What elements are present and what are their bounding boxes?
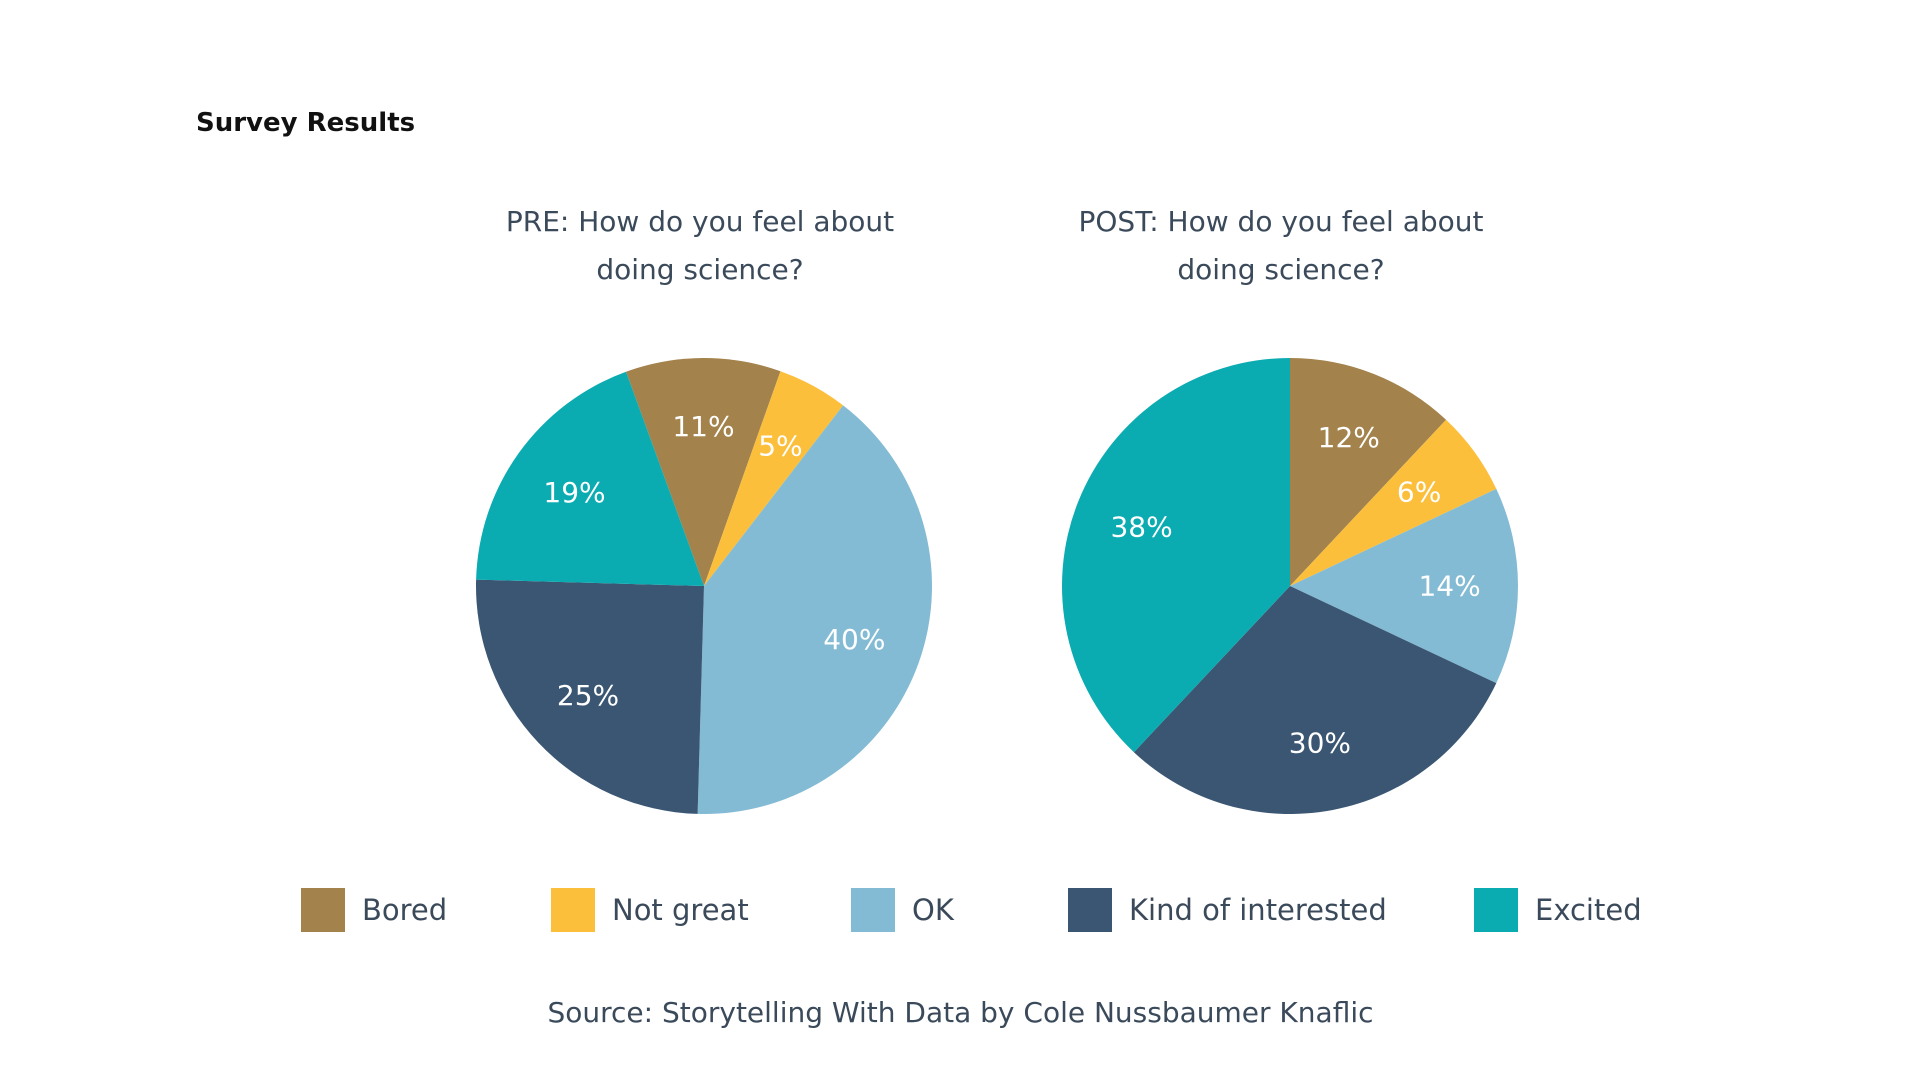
source-note: Source: Storytelling With Data by Cole N… — [547, 996, 1374, 1029]
legend-label-kind-of-interested: Kind of interested — [1129, 893, 1387, 927]
pre-slice-not-great — [704, 371, 844, 586]
legend-label-bored: Bored — [362, 893, 448, 927]
post-label-not-great: 6% — [1397, 476, 1441, 509]
pre-chart-title-line-2: doing science? — [596, 253, 804, 286]
pre-slice-excited — [476, 371, 704, 586]
legend-swatch-bored — [301, 888, 345, 932]
post-chart-title: POST: How do you feel about doing scienc… — [1021, 198, 1541, 294]
pre-label-excited: 19% — [543, 476, 605, 509]
pre-chart-title: PRE: How do you feel about doing science… — [440, 198, 960, 294]
legend-swatch-excited — [1474, 888, 1518, 932]
post-slice-ok — [1290, 488, 1518, 684]
legend-label-not-great: Not great — [612, 893, 749, 927]
post-label-excited: 38% — [1110, 511, 1172, 544]
pre-pie-chart: 11% 5% 40% 25% 19% — [476, 358, 932, 814]
legend-item-ok: OK — [851, 888, 954, 932]
post-chart-title-line-1: POST: How do you feel about — [1078, 205, 1484, 238]
legend-item-kind-of-interested: Kind of interested — [1068, 888, 1387, 932]
pre-chart-title-line-1: PRE: How do you feel about — [505, 205, 895, 238]
pre-label-ok: 40% — [823, 623, 885, 656]
legend-swatch-ok — [851, 888, 895, 932]
post-slice-bored — [1290, 358, 1447, 586]
page-title: Survey Results — [196, 108, 416, 138]
pre-slice-ok — [697, 405, 932, 814]
legend-item-excited: Excited — [1474, 888, 1642, 932]
post-slice-not-great — [1290, 419, 1497, 586]
pre-label-kind-of-interested: 25% — [557, 679, 619, 712]
legend-label-excited: Excited — [1535, 893, 1642, 927]
post-label-bored: 12% — [1318, 421, 1380, 454]
legend: Bored Not great OK Kind of interested Ex… — [0, 888, 1921, 932]
legend-label-ok: OK — [912, 893, 954, 927]
post-label-kind-of-interested: 30% — [1289, 726, 1351, 759]
pre-slice-bored — [626, 358, 781, 586]
pre-slice-kind-of-interested — [476, 579, 704, 814]
post-slice-excited — [1062, 358, 1290, 753]
legend-swatch-kind-of-interested — [1068, 888, 1112, 932]
legend-item-not-great: Not great — [551, 888, 749, 932]
pre-label-bored: 11% — [672, 410, 734, 443]
post-label-ok: 14% — [1418, 570, 1480, 603]
legend-swatch-not-great — [551, 888, 595, 932]
legend-item-bored: Bored — [301, 888, 447, 932]
pre-label-not-great: 5% — [758, 429, 802, 462]
post-chart-title-line-2: doing science? — [1177, 253, 1385, 286]
post-pie-chart: 12% 6% 14% 30% 38% — [1062, 358, 1518, 814]
post-slice-kind-of-interested — [1133, 586, 1497, 814]
